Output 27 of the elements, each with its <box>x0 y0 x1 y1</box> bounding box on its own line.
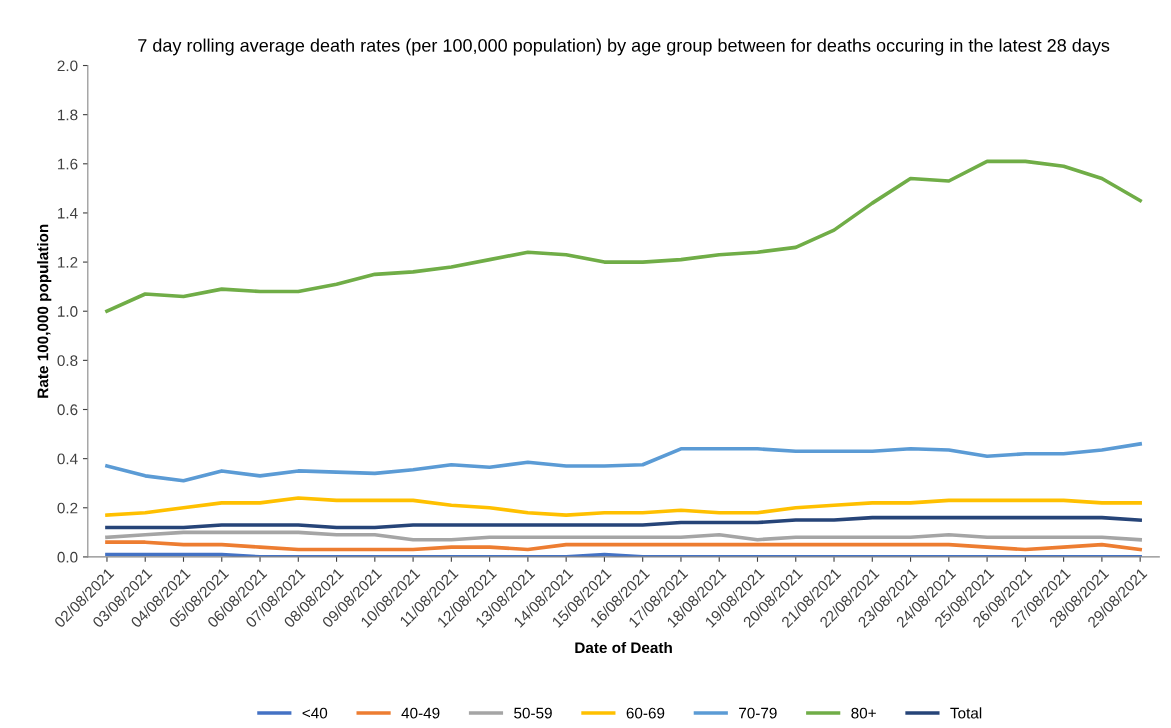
line-series <box>105 496 1142 517</box>
line-series <box>105 530 1142 542</box>
line-series <box>105 159 1142 314</box>
y-tick-label: 1.8 <box>58 109 78 121</box>
legend-label: 70-79 <box>739 707 777 719</box>
line-series <box>105 540 1142 552</box>
legend-label: 60-69 <box>626 707 665 719</box>
y-tick-label: 0.6 <box>57 404 78 416</box>
y-tick-label: 0.8 <box>57 355 78 367</box>
line-series <box>105 515 1142 530</box>
chart-title: 7 day rolling average death rates (per 100,000 population) by age group between for deaths occuring in the latest 28 days <box>138 38 1110 56</box>
y-tick-label: 2.0 <box>57 60 78 72</box>
line-series <box>105 442 1142 483</box>
y-tick-label: 0.2 <box>57 502 78 514</box>
y-tick-label: 1.4 <box>58 207 78 219</box>
y-tick-label: 1.0 <box>58 306 78 317</box>
y-tick-label: 0.0 <box>57 551 78 563</box>
legend-label: Total <box>950 707 982 719</box>
legend-label: 40-49 <box>401 707 440 719</box>
x-axis-title: Date of Death <box>575 641 672 654</box>
y-tick-label: 1.6 <box>58 158 78 170</box>
legend-label: 50-59 <box>514 707 552 719</box>
legend-label: 80+ <box>851 707 876 719</box>
legend-label: <40 <box>302 707 328 719</box>
y-tick-label: 0.4 <box>57 453 78 465</box>
y-tick-label: 1.2 <box>58 256 78 268</box>
y-axis-title: Rate 100,000 population <box>37 224 52 398</box>
